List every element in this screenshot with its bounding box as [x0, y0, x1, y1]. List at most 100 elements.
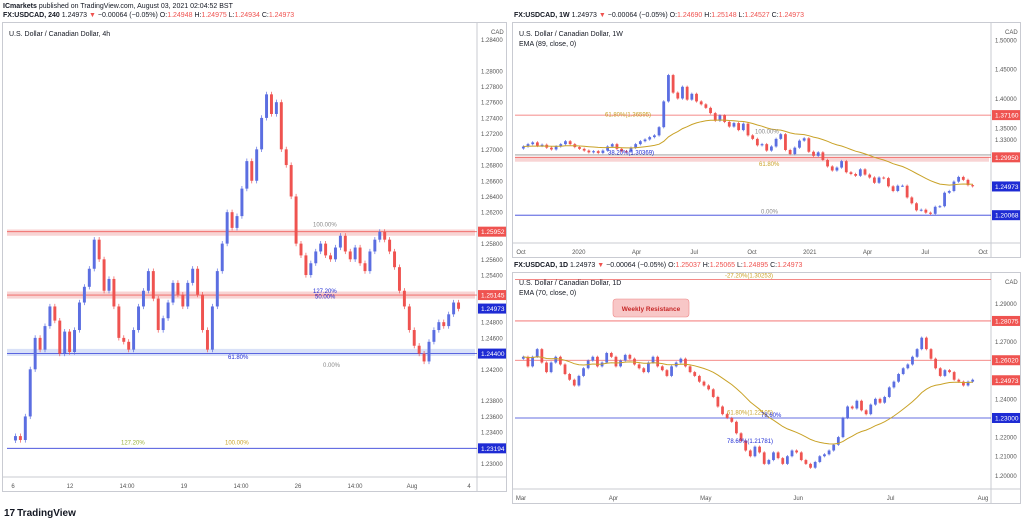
- x-tick-label: Jun: [793, 496, 803, 502]
- candle-body: [684, 358, 687, 367]
- y-tick-label: 1.23000: [481, 462, 503, 468]
- candle-body: [827, 450, 831, 455]
- candle-body: [858, 169, 862, 176]
- candle-body: [966, 179, 970, 186]
- candle-body: [693, 372, 697, 376]
- fib-annotation: 100.00%: [225, 441, 249, 447]
- candle-body: [901, 185, 904, 187]
- chart-1w-ema-label: EMA (89, close, 0): [519, 41, 577, 48]
- candle-body: [924, 209, 928, 213]
- y-tick-label: 1.29000: [995, 302, 1017, 308]
- candle-body: [844, 161, 848, 173]
- candle-body: [610, 144, 614, 147]
- weekly-ohlc-line: FX:USDCAD, 1W 1.24973 ▼ −0.00064 (−0.05%…: [514, 11, 804, 20]
- price-axis-badge-text: 1.24400: [481, 351, 505, 358]
- candle-body: [196, 268, 200, 295]
- candle-body: [648, 137, 652, 140]
- candle-body: [934, 358, 938, 369]
- main-ohlc-line: FX:USDCAD, 240 1.24973 ▼ −0.00064 (−0.05…: [3, 11, 294, 20]
- candle-body: [709, 107, 712, 114]
- close-label: C:: [261, 12, 269, 19]
- tradingview-logo[interactable]: 17 TradingView: [4, 508, 76, 519]
- fib-annotation: 100.00%: [313, 222, 337, 228]
- x-tick-label: Jul: [921, 250, 929, 256]
- chart-panel-4h[interactable]: 1.28400 1.28000 1.27800 1.27600 1.27400 1.272…: [2, 22, 507, 492]
- chart-1d-svg[interactable]: 1.290001.280001.270001.260001.250001.240…: [513, 273, 1021, 504]
- daily-close-label: C:: [770, 262, 778, 269]
- candle-body: [920, 337, 924, 350]
- candle-body: [741, 123, 745, 131]
- y-tick-label: 1.24600: [481, 336, 503, 342]
- candle-body: [952, 372, 956, 380]
- candle-body: [397, 267, 401, 291]
- candle-body: [73, 330, 77, 353]
- candle-body: [97, 239, 101, 260]
- candle-body: [601, 150, 605, 153]
- candle-body: [333, 247, 337, 260]
- daily-open-value: 1.25037: [675, 262, 701, 269]
- currency-label: CAD: [1005, 280, 1018, 286]
- candle-body: [146, 271, 150, 291]
- candle-body: [760, 144, 764, 146]
- high-value: 1.24975: [201, 12, 227, 19]
- candle-body: [671, 75, 675, 93]
- candle-body: [910, 197, 914, 204]
- candle-body: [877, 177, 881, 183]
- fib-annotation: 61.80%(1.36595): [605, 113, 651, 119]
- price-axis-badge: [478, 348, 506, 359]
- chart-1w-svg[interactable]: 1.500001.450001.400001.350001.330001.250…: [513, 23, 1021, 258]
- candle-body: [82, 286, 86, 303]
- price-axis-badge-text: 1.26020: [995, 358, 1019, 365]
- daily-low-label: L:: [736, 262, 743, 269]
- y-tick-label: 1.26800: [481, 164, 503, 170]
- price-axis-badge-text: 1.29950: [995, 155, 1019, 162]
- price-change: −0.00064 (−0.05%): [97, 12, 158, 19]
- candle-body: [716, 396, 720, 407]
- price-axis-badge-text: 1.23000: [995, 415, 1019, 422]
- chart-panel-1d[interactable]: 1.290001.280001.270001.260001.250001.240…: [512, 272, 1021, 504]
- candle-body: [807, 138, 811, 152]
- candle-body: [122, 337, 126, 342]
- candle-body: [878, 398, 882, 403]
- chart-4h-svg[interactable]: 1.28400 1.28000 1.27800 1.27600 1.27400 1.272…: [3, 23, 507, 492]
- candle-body: [688, 366, 692, 373]
- candle-body: [540, 349, 544, 363]
- tradingview-logo-icon: 17: [4, 508, 16, 519]
- candle-body: [952, 181, 956, 191]
- candle-body: [667, 75, 670, 102]
- daily-high-label: H:: [702, 262, 710, 269]
- candle-body: [651, 356, 655, 363]
- candle-body: [643, 139, 647, 142]
- candle-body: [383, 231, 387, 240]
- candle-body: [961, 176, 965, 180]
- y-tick-label: 1.28400: [481, 38, 503, 44]
- candle-body: [841, 417, 845, 438]
- fib-annotation: 0.00%: [761, 210, 779, 216]
- candle-body: [769, 146, 773, 151]
- candle-body: [137, 306, 141, 331]
- candle-body: [718, 115, 722, 121]
- candle-body: [657, 127, 661, 136]
- candle-body: [624, 151, 628, 153]
- candle-body: [201, 294, 205, 331]
- price-axis-badge-text: 1.24973: [481, 306, 505, 313]
- candle-body: [776, 452, 780, 459]
- candle-body: [660, 366, 664, 371]
- low-value: 1.24934: [234, 12, 260, 19]
- price-axis-badge: [992, 412, 1020, 423]
- candle-body: [638, 141, 642, 145]
- candle-body: [905, 185, 909, 198]
- price-axis-badge: [478, 226, 506, 237]
- chart-panel-1w[interactable]: 1.500001.450001.400001.350001.330001.250…: [512, 22, 1021, 258]
- y-tick-label: 1.24800: [481, 321, 503, 327]
- candle-body: [265, 94, 269, 118]
- price-axis-badge-text: 1.23194: [481, 446, 505, 453]
- candle-body: [338, 235, 342, 248]
- daily-down-arrow-icon: ▼: [597, 262, 605, 269]
- weekly-price-change: −0.00064 (−0.05%): [607, 12, 668, 19]
- daily-open-label: O:: [668, 262, 676, 269]
- candle-body: [309, 263, 313, 276]
- candle-body: [676, 92, 680, 99]
- candle-body: [652, 135, 656, 138]
- candle-body: [737, 123, 741, 131]
